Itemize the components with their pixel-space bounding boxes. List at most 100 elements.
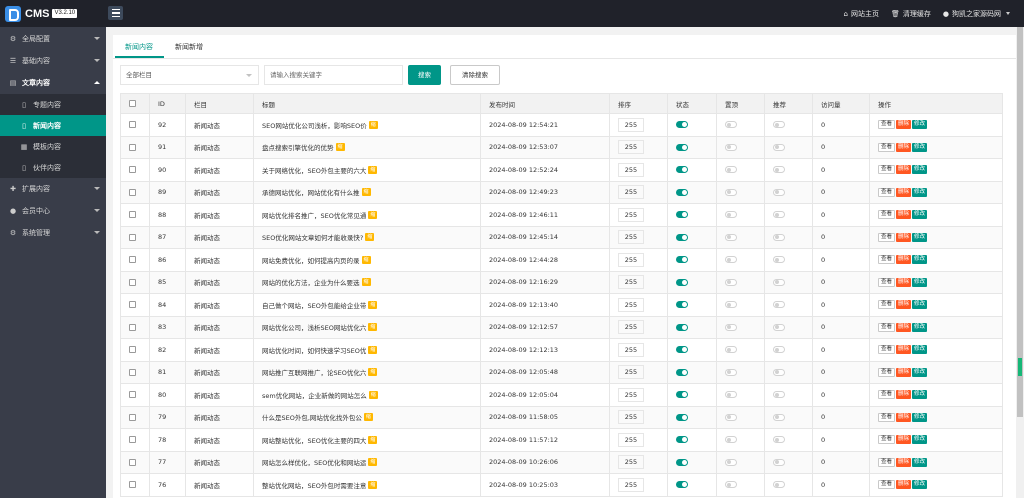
recommend-toggle[interactable] [773, 256, 785, 264]
sort-input[interactable]: 255 [618, 140, 644, 155]
row-checkbox[interactable] [129, 278, 136, 286]
sort-input[interactable]: 255 [618, 252, 644, 267]
status-toggle[interactable] [676, 166, 688, 174]
view-button[interactable]: 查看 [878, 187, 896, 197]
top-toggle[interactable] [725, 323, 737, 331]
edit-button[interactable]: 修改 [912, 480, 928, 490]
sidebar-item-template-content[interactable]: ▦ 模板内容 [20, 142, 61, 151]
recommend-toggle[interactable] [773, 211, 785, 219]
view-button[interactable]: 查看 [878, 322, 896, 332]
sort-input[interactable]: 255 [618, 162, 644, 177]
logo[interactable]: CMS V3.2.10 [0, 0, 106, 27]
category-select[interactable]: 全部栏目 [120, 65, 259, 85]
delete-button[interactable]: 删除 [896, 120, 912, 130]
top-toggle[interactable] [725, 391, 737, 399]
sort-input[interactable]: 255 [618, 410, 644, 425]
edit-button[interactable]: 修改 [912, 277, 928, 287]
sidebar-item-news-content[interactable]: ▯ 新闻内容 [0, 115, 106, 136]
recommend-toggle[interactable] [773, 436, 785, 444]
sidebar-item-extended-content[interactable]: ✚ 扩展内容 [0, 178, 106, 200]
sort-input[interactable]: 255 [618, 477, 644, 492]
status-toggle[interactable] [676, 436, 688, 444]
view-button[interactable]: 查看 [878, 345, 896, 355]
delete-button[interactable]: 删除 [896, 390, 912, 400]
view-button[interactable]: 查看 [878, 232, 896, 242]
recommend-toggle[interactable] [773, 278, 785, 286]
row-checkbox[interactable] [129, 211, 136, 219]
edit-button[interactable]: 修改 [912, 345, 928, 355]
delete-button[interactable]: 删除 [896, 457, 912, 467]
sort-input[interactable]: 255 [618, 365, 644, 380]
status-toggle[interactable] [676, 323, 688, 331]
row-checkbox[interactable] [129, 481, 136, 489]
sort-input[interactable]: 255 [618, 207, 644, 222]
edit-button[interactable]: 修改 [912, 412, 928, 422]
tab-news-add[interactable]: 新闻新增 [175, 43, 203, 51]
top-toggle[interactable] [725, 143, 737, 151]
sort-input[interactable]: 255 [618, 297, 644, 312]
status-toggle[interactable] [676, 391, 688, 399]
row-checkbox[interactable] [129, 188, 136, 196]
row-checkbox[interactable] [129, 256, 136, 264]
sort-input[interactable]: 255 [618, 342, 644, 357]
view-button[interactable]: 查看 [878, 480, 896, 490]
delete-button[interactable]: 删除 [896, 367, 912, 377]
view-button[interactable]: 查看 [878, 210, 896, 220]
view-button[interactable]: 查看 [878, 142, 896, 152]
row-checkbox[interactable] [129, 368, 136, 376]
delete-button[interactable]: 删除 [896, 142, 912, 152]
view-button[interactable]: 查看 [878, 435, 896, 445]
delete-button[interactable]: 删除 [896, 187, 912, 197]
edit-button[interactable]: 修改 [912, 322, 928, 332]
sort-input[interactable]: 255 [618, 117, 644, 132]
top-toggle[interactable] [725, 368, 737, 376]
sort-input[interactable]: 255 [618, 387, 644, 402]
status-toggle[interactable] [676, 368, 688, 376]
status-toggle[interactable] [676, 413, 688, 421]
search-input[interactable] [264, 65, 403, 85]
recommend-toggle[interactable] [773, 323, 785, 331]
sidebar-item-basic-content[interactable]: ☰ 基础内容 [0, 50, 106, 72]
tab-news-content[interactable]: 新闻内容 [125, 43, 153, 51]
recommend-toggle[interactable] [773, 346, 785, 354]
view-button[interactable]: 查看 [878, 412, 896, 422]
status-toggle[interactable] [676, 458, 688, 466]
top-toggle[interactable] [725, 188, 737, 196]
recommend-toggle[interactable] [773, 301, 785, 309]
status-toggle[interactable] [676, 188, 688, 196]
delete-button[interactable]: 删除 [896, 435, 912, 445]
edit-button[interactable]: 修改 [912, 120, 928, 130]
edit-button[interactable]: 修改 [912, 390, 928, 400]
top-toggle[interactable] [725, 481, 737, 489]
top-toggle[interactable] [725, 211, 737, 219]
row-checkbox[interactable] [129, 323, 136, 331]
recommend-toggle[interactable] [773, 143, 785, 151]
top-toggle[interactable] [725, 233, 737, 241]
sidebar-item-member-center[interactable]: ● 会员中心 [0, 200, 106, 222]
view-button[interactable]: 查看 [878, 300, 896, 310]
top-toggle[interactable] [725, 346, 737, 354]
site-home-link[interactable]: ⌂ 网站主页 [843, 9, 879, 18]
scrollbar-thumb[interactable] [1017, 27, 1023, 417]
delete-button[interactable]: 删除 [896, 255, 912, 265]
clear-search-button[interactable]: 清除搜索 [450, 65, 500, 85]
top-toggle[interactable] [725, 278, 737, 286]
recommend-toggle[interactable] [773, 391, 785, 399]
row-checkbox[interactable] [129, 233, 136, 241]
status-toggle[interactable] [676, 481, 688, 489]
view-button[interactable]: 查看 [878, 277, 896, 287]
top-toggle[interactable] [725, 436, 737, 444]
view-button[interactable]: 查看 [878, 457, 896, 467]
delete-button[interactable]: 删除 [896, 300, 912, 310]
row-checkbox[interactable] [129, 436, 136, 444]
view-button[interactable]: 查看 [878, 165, 896, 175]
view-button[interactable]: 查看 [878, 367, 896, 377]
view-button[interactable]: 查看 [878, 255, 896, 265]
delete-button[interactable]: 删除 [896, 277, 912, 287]
top-toggle[interactable] [725, 413, 737, 421]
row-checkbox[interactable] [129, 458, 136, 466]
recommend-toggle[interactable] [773, 121, 785, 129]
edit-button[interactable]: 修改 [912, 255, 928, 265]
recommend-toggle[interactable] [773, 166, 785, 174]
row-checkbox[interactable] [129, 413, 136, 421]
